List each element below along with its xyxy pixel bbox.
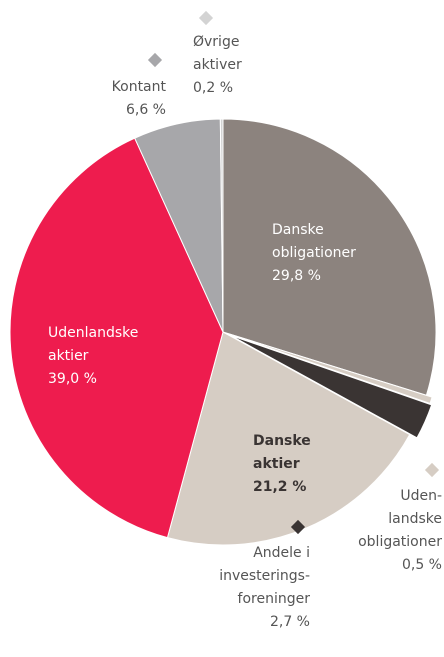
slice-label: obligationer [358, 534, 442, 550]
legend-marker [290, 519, 306, 535]
pie-slice [228, 333, 433, 405]
legend-marker [198, 10, 214, 26]
slice-label: aktier [48, 348, 89, 364]
value-label: 2,7 % [270, 614, 310, 630]
slice-label: landske [388, 511, 442, 527]
slice-label: obligationer [272, 245, 356, 261]
slice-label: Kontant [112, 79, 167, 95]
slice-label: investerings- [219, 568, 310, 584]
pie-slice [9, 137, 224, 539]
value-label: 0,2 % [193, 80, 233, 96]
pie-slice [222, 118, 437, 396]
slice-label: aktiver [193, 57, 242, 73]
slice-label: Udenlandske [48, 325, 138, 341]
value-label: 0,5 % [402, 557, 442, 573]
slice-label: Uden- [400, 488, 442, 504]
legend-marker [147, 52, 163, 68]
slice-label: Danske [253, 433, 311, 449]
pie-slice [219, 118, 224, 333]
value-label: 21,2 % [253, 479, 306, 495]
pie-slice [230, 334, 433, 439]
slice-label: aktier [253, 456, 300, 472]
value-label: 6,6 % [126, 102, 166, 118]
slice-label: Øvrige [193, 34, 239, 50]
value-label: 29,8 % [272, 268, 321, 284]
slice-label: Andele i [253, 545, 310, 561]
value-label: 39,0 % [48, 371, 97, 387]
legend-marker [424, 462, 440, 478]
slice-label: foreninger [238, 591, 311, 607]
slice-label: Danske [272, 222, 324, 238]
pie-slice [166, 331, 411, 546]
